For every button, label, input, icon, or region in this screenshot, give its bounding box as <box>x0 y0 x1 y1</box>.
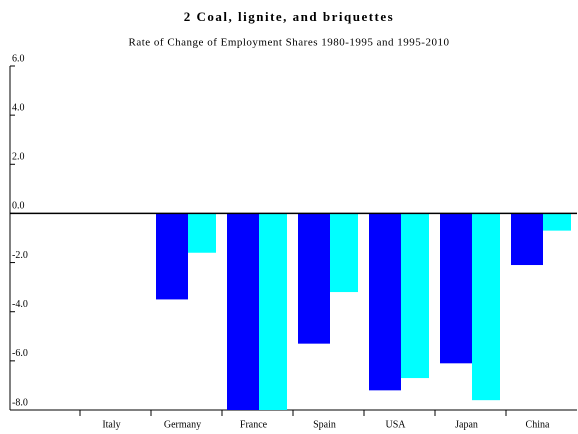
bar <box>156 213 188 300</box>
bar <box>369 213 401 391</box>
x-tick-label: Italy <box>102 419 120 430</box>
bar <box>330 213 358 293</box>
x-tick-label: Germany <box>164 419 201 430</box>
bar <box>543 213 571 231</box>
y-tick-label: -2.0 <box>12 250 28 261</box>
x-tick-label: China <box>526 419 550 430</box>
y-tick-label: 6.0 <box>12 53 25 64</box>
bar <box>511 213 543 266</box>
x-tick-label: USA <box>385 419 406 430</box>
x-tick-label: France <box>240 419 268 430</box>
bar <box>440 213 472 364</box>
bar <box>259 213 287 410</box>
chart-title: 2 Coal, lignite, and briquettes <box>184 9 394 24</box>
bar <box>227 213 259 410</box>
y-tick-label: -8.0 <box>12 397 28 408</box>
x-tick-label: Spain <box>313 419 336 430</box>
bar <box>401 213 429 379</box>
y-tick-label: 4.0 <box>12 102 25 113</box>
y-tick-label: 2.0 <box>12 152 25 163</box>
y-tick-label: 0.0 <box>12 201 25 212</box>
x-tick-label: Japan <box>455 419 478 430</box>
bar <box>472 213 500 401</box>
y-tick-label: -4.0 <box>12 299 28 310</box>
chart-subtitle: Rate of Change of Employment Shares 1980… <box>129 37 450 49</box>
bar <box>188 213 216 253</box>
y-tick-label: -6.0 <box>12 348 28 359</box>
bar <box>298 213 330 344</box>
